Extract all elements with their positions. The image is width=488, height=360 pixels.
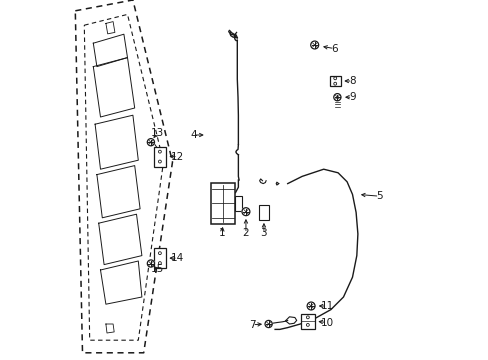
FancyBboxPatch shape — [259, 205, 268, 220]
Circle shape — [264, 320, 272, 328]
Circle shape — [306, 302, 314, 310]
FancyBboxPatch shape — [235, 196, 241, 211]
Polygon shape — [106, 22, 115, 34]
Polygon shape — [99, 214, 142, 265]
FancyBboxPatch shape — [329, 76, 340, 86]
Text: 1: 1 — [219, 228, 225, 238]
Text: 11: 11 — [320, 301, 333, 311]
Polygon shape — [97, 166, 140, 218]
Polygon shape — [106, 324, 114, 333]
Text: 4: 4 — [190, 130, 196, 140]
Circle shape — [310, 41, 318, 49]
Circle shape — [333, 94, 340, 101]
Text: 2: 2 — [242, 228, 249, 238]
Polygon shape — [93, 58, 134, 117]
Circle shape — [147, 139, 154, 146]
Polygon shape — [95, 115, 138, 169]
Text: 6: 6 — [330, 44, 337, 54]
Text: 8: 8 — [348, 76, 355, 86]
Polygon shape — [101, 261, 142, 304]
Text: 14: 14 — [171, 253, 184, 263]
Text: 9: 9 — [348, 92, 355, 102]
Text: 7: 7 — [248, 320, 255, 330]
Text: 15: 15 — [150, 264, 163, 274]
Text: 13: 13 — [150, 128, 163, 138]
Text: 5: 5 — [375, 191, 382, 201]
FancyBboxPatch shape — [154, 248, 165, 268]
Polygon shape — [93, 34, 127, 67]
Circle shape — [242, 208, 249, 216]
FancyBboxPatch shape — [301, 314, 314, 329]
Text: 10: 10 — [320, 318, 333, 328]
Circle shape — [147, 260, 154, 267]
Text: 12: 12 — [171, 152, 184, 162]
FancyBboxPatch shape — [154, 147, 165, 166]
FancyBboxPatch shape — [210, 183, 235, 224]
Text: 3: 3 — [260, 228, 267, 238]
